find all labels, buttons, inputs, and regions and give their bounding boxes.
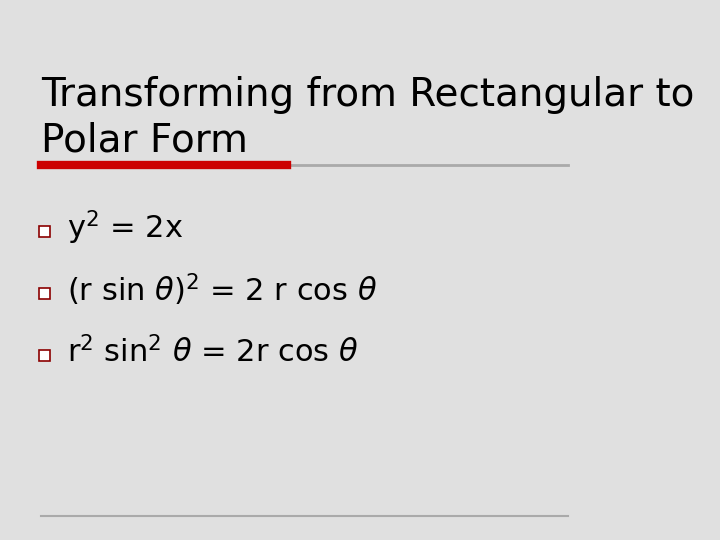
Text: r$^2$ sin$^2$ $\theta$ = 2r cos $\theta$: r$^2$ sin$^2$ $\theta$ = 2r cos $\theta$ [68,336,359,368]
Bar [39,350,50,361]
Text: y$^2$ = 2x: y$^2$ = 2x [68,208,184,247]
Bar [39,226,50,237]
Text: Transforming from Rectangular to
Polar Form: Transforming from Rectangular to Polar F… [41,76,694,159]
Bar [39,288,50,299]
Text: (r sin $\theta)^2$ = 2 r cos $\theta$: (r sin $\theta)^2$ = 2 r cos $\theta$ [68,272,377,308]
